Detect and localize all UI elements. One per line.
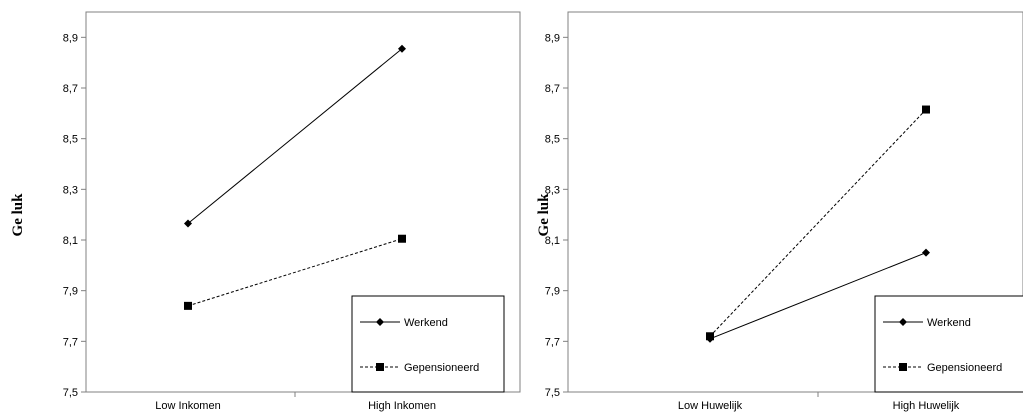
chart-2: 7,5 7,7 7,9 8,1 8,3 8,5 8,7 8,9 Low Huwelijk High… bbox=[536, 11, 1023, 412]
legend-marker-gepensioneerd bbox=[899, 363, 907, 371]
y-tick-label: 8,1 bbox=[63, 235, 78, 247]
legend-marker-werkend bbox=[376, 318, 384, 326]
y-tick-label: 8,7 bbox=[545, 83, 560, 95]
y-tick-label: 8,7 bbox=[63, 83, 78, 95]
series-line-werkend bbox=[709, 252, 927, 340]
series-line-gepensioneerd bbox=[709, 109, 927, 337]
y-tick-label: 7,5 bbox=[63, 387, 78, 399]
legend-marker-werkend bbox=[899, 318, 907, 326]
legend-box bbox=[874, 295, 1023, 393]
y-axis-label: Ge luk bbox=[10, 193, 26, 237]
legend-marker-gepensioneerd bbox=[376, 363, 384, 371]
series-line-gepensioneerd bbox=[187, 238, 403, 307]
y-tick-label: 8,9 bbox=[63, 32, 78, 44]
y-tick-label: 7,7 bbox=[545, 336, 560, 348]
legend-box bbox=[351, 295, 505, 393]
y-tick-label: 8,3 bbox=[545, 184, 560, 196]
chart-1: 7,5 7,7 7,9 8,1 8,3 8,5 8,7 8,9 Low Inkomen High … bbox=[10, 11, 521, 412]
y-tick-label: 8,5 bbox=[545, 134, 560, 146]
data-point-gepensioneerd bbox=[398, 234, 406, 243]
y-tick-label: 7,5 bbox=[545, 387, 560, 399]
y-tick-label: 8,5 bbox=[63, 134, 78, 146]
data-point-werkend bbox=[398, 44, 406, 53]
legend-label-werkend: Werkend bbox=[927, 317, 971, 329]
legend-label-werkend: Werkend bbox=[404, 317, 448, 329]
y-tick-label: 7,7 bbox=[63, 336, 78, 348]
x-tick-label: Low Huwelijk bbox=[678, 400, 743, 412]
x-tick-label: Low Inkomen bbox=[155, 400, 220, 412]
series-line-werkend bbox=[187, 48, 403, 224]
legend: Werkend Gepensioneerd bbox=[874, 295, 1023, 393]
legend-label-gepensioneerd: Gepensioneerd bbox=[404, 362, 479, 374]
data-point-gepensioneerd bbox=[184, 301, 192, 310]
y-tick-label: 8,3 bbox=[63, 184, 78, 196]
legend: Werkend Gepensioneerd bbox=[351, 295, 505, 393]
x-tick-label: High Inkomen bbox=[368, 400, 436, 412]
data-point-werkend bbox=[184, 219, 192, 228]
data-point-werkend bbox=[922, 248, 930, 257]
y-tick-label: 8,1 bbox=[545, 235, 560, 247]
legend-label-gepensioneerd: Gepensioneerd bbox=[927, 362, 1002, 374]
y-tick-label: 7,9 bbox=[545, 286, 560, 298]
data-point-gepensioneerd bbox=[706, 332, 714, 341]
data-point-gepensioneerd bbox=[922, 105, 930, 114]
y-tick-label: 8,9 bbox=[545, 32, 560, 44]
y-axis-label: Ge luk bbox=[536, 193, 552, 237]
y-tick-label: 7,9 bbox=[63, 286, 78, 298]
x-tick-label: High Huwelijk bbox=[893, 400, 960, 412]
